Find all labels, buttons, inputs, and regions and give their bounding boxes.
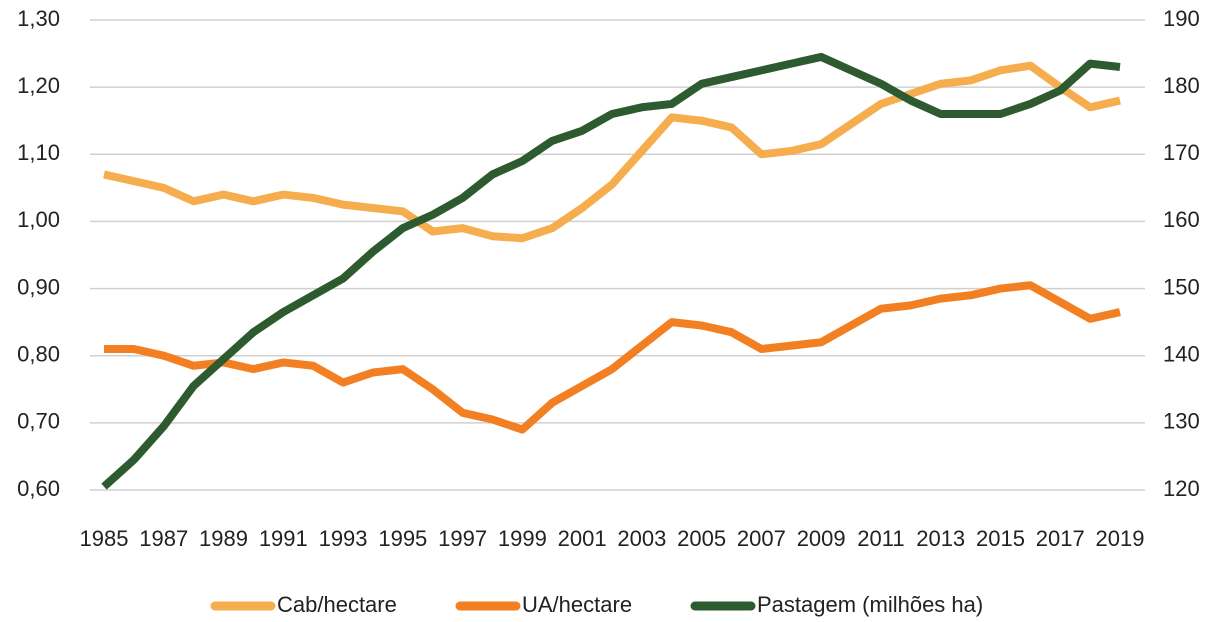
legend-label: UA/hectare bbox=[522, 592, 632, 617]
y2-tick-label: 190 bbox=[1163, 6, 1200, 31]
y-tick-label: 1,00 bbox=[17, 207, 60, 232]
x-tick-label: 2011 bbox=[857, 526, 904, 551]
x-tick-label: 1985 bbox=[80, 526, 129, 551]
x-tick-label: 1991 bbox=[259, 526, 308, 551]
x-tick-label: 2009 bbox=[797, 526, 846, 551]
x-tick-label: 2007 bbox=[737, 526, 786, 551]
y-tick-label: 1,10 bbox=[17, 140, 60, 165]
y2-tick-label: 120 bbox=[1163, 476, 1200, 501]
y-tick-label: 0,90 bbox=[17, 274, 60, 299]
legend-label: Pastagem (milhões ha) bbox=[757, 592, 983, 617]
y2-tick-label: 150 bbox=[1163, 274, 1200, 299]
x-tick-label: 2001 bbox=[558, 526, 607, 551]
y2-tick-label: 130 bbox=[1163, 409, 1200, 434]
y-tick-label: 0,80 bbox=[17, 342, 60, 367]
x-tick-label: 1995 bbox=[378, 526, 427, 551]
y2-tick-label: 170 bbox=[1163, 140, 1200, 165]
x-tick-label: 1987 bbox=[139, 526, 188, 551]
y-tick-label: 0,70 bbox=[17, 409, 60, 434]
legend-label: Cab/hectare bbox=[277, 592, 397, 617]
x-tick-label: 1989 bbox=[199, 526, 248, 551]
x-tick-label: 2019 bbox=[1096, 526, 1145, 551]
x-tick-label: 2003 bbox=[617, 526, 666, 551]
x-tick-label: 2013 bbox=[916, 526, 965, 551]
x-tick-label: 2015 bbox=[976, 526, 1025, 551]
y2-tick-label: 180 bbox=[1163, 73, 1200, 98]
y2-tick-label: 160 bbox=[1163, 207, 1200, 232]
y-tick-label: 1,20 bbox=[17, 73, 60, 98]
x-tick-label: 1999 bbox=[498, 526, 547, 551]
series-line bbox=[103, 61, 1121, 243]
series-line bbox=[104, 281, 1121, 434]
x-tick-label: 2005 bbox=[677, 526, 726, 551]
x-tick-label: 1993 bbox=[319, 526, 368, 551]
y-tick-label: 0,60 bbox=[17, 476, 60, 501]
y-tick-label: 1,30 bbox=[17, 6, 60, 31]
y2-tick-label: 140 bbox=[1163, 342, 1200, 367]
series-line bbox=[101, 52, 1121, 490]
x-tick-label: 2017 bbox=[1036, 526, 1085, 551]
x-tick-label: 1997 bbox=[438, 526, 487, 551]
